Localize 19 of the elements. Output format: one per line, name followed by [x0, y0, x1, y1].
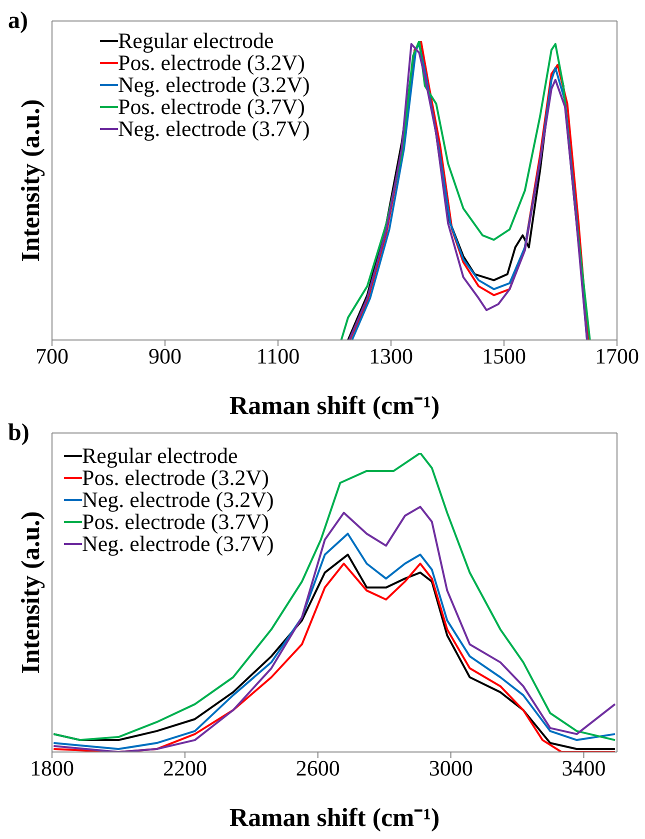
x-tick-label: 1300 — [369, 344, 413, 369]
x-tick-label: 2600 — [296, 756, 340, 781]
chart-title: b) — [8, 420, 30, 447]
x-tick-label: 900 — [148, 344, 182, 369]
x-tick-label: 1100 — [256, 344, 300, 369]
y-axis-title: Intensity (a.u.) — [16, 99, 46, 262]
x-tick-label: 3000 — [428, 756, 473, 781]
x-axis-title: Raman shift (cm⁻¹) — [229, 803, 440, 832]
x-axis-title: Raman shift (cm⁻¹) — [229, 391, 440, 420]
legend-label: Regular electrode — [82, 443, 238, 468]
chart-title: a) — [8, 8, 28, 35]
x-tick-label: 1800 — [30, 756, 74, 781]
x-tick-label: 2200 — [162, 756, 207, 781]
y-axis-title: Intensity (a.u.) — [16, 511, 46, 674]
x-tick-label: 3400 — [562, 756, 606, 781]
x-tick-label: 700 — [36, 344, 68, 369]
x-tick-label: 1700 — [595, 344, 639, 369]
x-tick-label: 1500 — [482, 344, 526, 369]
legend-label: Regular electrode — [118, 28, 274, 53]
